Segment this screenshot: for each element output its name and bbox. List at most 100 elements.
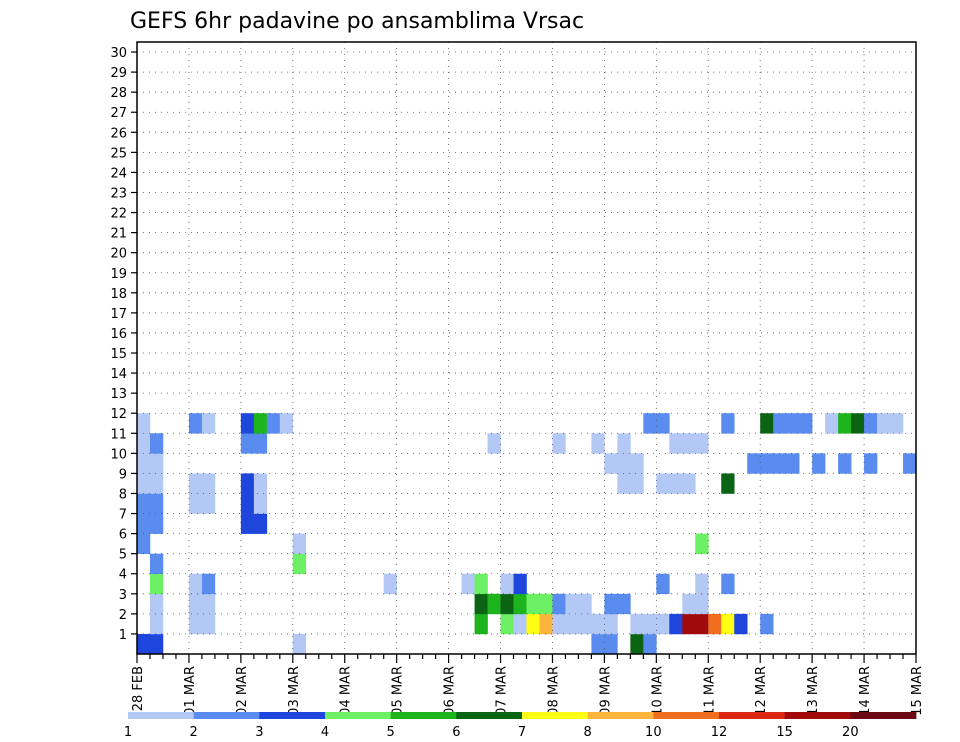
precip-cell <box>513 593 527 615</box>
y-tick-label: 13 <box>110 387 127 402</box>
y-tick-label: 23 <box>110 186 127 201</box>
precip-cell <box>812 453 826 474</box>
y-tick-label: 16 <box>110 327 127 342</box>
legend-swatch <box>456 712 523 719</box>
precip-cell <box>149 573 164 595</box>
precip-cell <box>292 533 307 554</box>
precip-cell <box>591 613 605 635</box>
x-tick-label: 13 MAR <box>806 666 821 716</box>
precip-cell <box>721 413 735 434</box>
legend-swatch <box>587 712 654 719</box>
precip-cell <box>149 633 164 655</box>
precip-cell <box>253 513 268 534</box>
precip-cell <box>747 453 761 474</box>
precip-cell <box>201 613 216 635</box>
precip-cell <box>137 513 151 534</box>
precip-cell <box>643 413 657 434</box>
y-tick-label: 1 <box>119 628 127 643</box>
y-tick-label: 17 <box>110 307 127 322</box>
y-tick-label: 30 <box>110 46 127 61</box>
precip-cell <box>656 613 670 635</box>
precip-cell <box>630 453 644 474</box>
legend-label: 10 <box>645 725 662 740</box>
precip-cell <box>240 433 255 454</box>
legend-swatch <box>653 712 720 719</box>
y-tick-label: 20 <box>110 247 127 262</box>
x-tick-label: 08 MAR <box>546 666 561 716</box>
y-tick-label: 7 <box>119 508 127 523</box>
legend-label: 6 <box>452 725 460 740</box>
legend-swatch <box>850 712 917 719</box>
y-tick-label: 18 <box>110 287 127 302</box>
precip-cell <box>188 573 203 595</box>
precip-cell <box>137 453 151 474</box>
precip-cell <box>695 533 709 554</box>
x-tick-label: 03 MAR <box>287 666 302 716</box>
precip-cell <box>695 433 709 454</box>
precip-cell <box>137 633 151 655</box>
grid-lines <box>137 42 917 654</box>
precip-cell <box>669 613 683 635</box>
precip-cell <box>656 573 670 595</box>
precip-cell <box>877 413 891 434</box>
y-tick-label: 19 <box>110 267 127 282</box>
precip-cell <box>682 433 696 454</box>
legend-label: 8 <box>584 725 592 740</box>
precip-cell <box>526 613 540 635</box>
precip-cell <box>773 453 787 474</box>
precip-cell <box>695 573 709 595</box>
precip-cell <box>539 593 553 615</box>
precip-cell <box>643 633 657 655</box>
legend-swatch <box>522 712 589 719</box>
precip-cell <box>149 433 164 454</box>
precip-cell <box>137 533 151 554</box>
x-tick-label: 01 MAR <box>183 666 198 716</box>
x-tick-label: 14 MAR <box>858 666 873 716</box>
chart-title: GEFS 6hr padavine po ansamblima Vrsac <box>130 9 584 34</box>
x-tick-label: 04 MAR <box>339 666 354 716</box>
precip-cell <box>552 433 566 454</box>
y-tick-label: 28 <box>110 86 127 101</box>
precip-cell <box>721 573 735 595</box>
precip-cell <box>552 593 566 615</box>
precip-cell <box>604 633 618 655</box>
precip-cell <box>786 413 800 434</box>
precip-cell <box>799 413 813 434</box>
precip-cell <box>188 493 203 514</box>
precip-cell <box>188 593 203 615</box>
y-tick-label: 21 <box>110 227 127 242</box>
legend-swatch <box>325 712 392 719</box>
y-tick-label: 6 <box>119 528 127 543</box>
precip-cell <box>383 573 397 595</box>
precip-cell <box>760 413 774 434</box>
precip-cell <box>617 473 631 494</box>
precip-cell <box>617 453 631 474</box>
precip-cell <box>253 433 268 454</box>
precip-cell <box>604 453 618 474</box>
legend-label: 7 <box>518 725 526 740</box>
precip-cell <box>188 613 203 635</box>
precipitation-cells <box>137 413 917 655</box>
precip-cell <box>500 593 514 615</box>
x-tick-label: 28 FEB <box>131 666 146 711</box>
y-tick-label: 26 <box>110 126 127 141</box>
precip-cell <box>513 573 527 595</box>
precip-cell <box>578 613 592 635</box>
precip-cell <box>617 593 631 615</box>
precip-cell <box>669 473 683 494</box>
precip-cell <box>240 473 255 494</box>
precip-cell <box>201 573 216 595</box>
legend-label: 3 <box>255 725 263 740</box>
legend-swatch <box>719 712 786 719</box>
precip-cell <box>565 613 579 635</box>
y-tick-label: 15 <box>110 347 127 362</box>
precip-cell <box>201 593 216 615</box>
precip-cell <box>500 573 514 595</box>
precip-cell <box>864 453 878 474</box>
y-tick-label: 25 <box>110 146 127 161</box>
precip-cell <box>630 633 644 655</box>
precip-cell <box>137 433 151 454</box>
legend-swatch <box>784 712 851 719</box>
precip-cell <box>539 613 553 635</box>
